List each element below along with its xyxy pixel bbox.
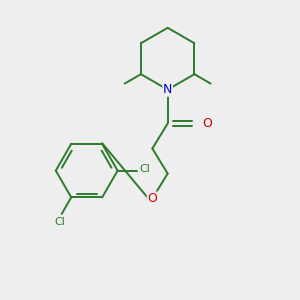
Text: O: O xyxy=(202,117,212,130)
Text: O: O xyxy=(147,192,157,205)
Text: Cl: Cl xyxy=(55,217,66,227)
Text: N: N xyxy=(163,83,172,96)
Text: Cl: Cl xyxy=(140,164,151,174)
